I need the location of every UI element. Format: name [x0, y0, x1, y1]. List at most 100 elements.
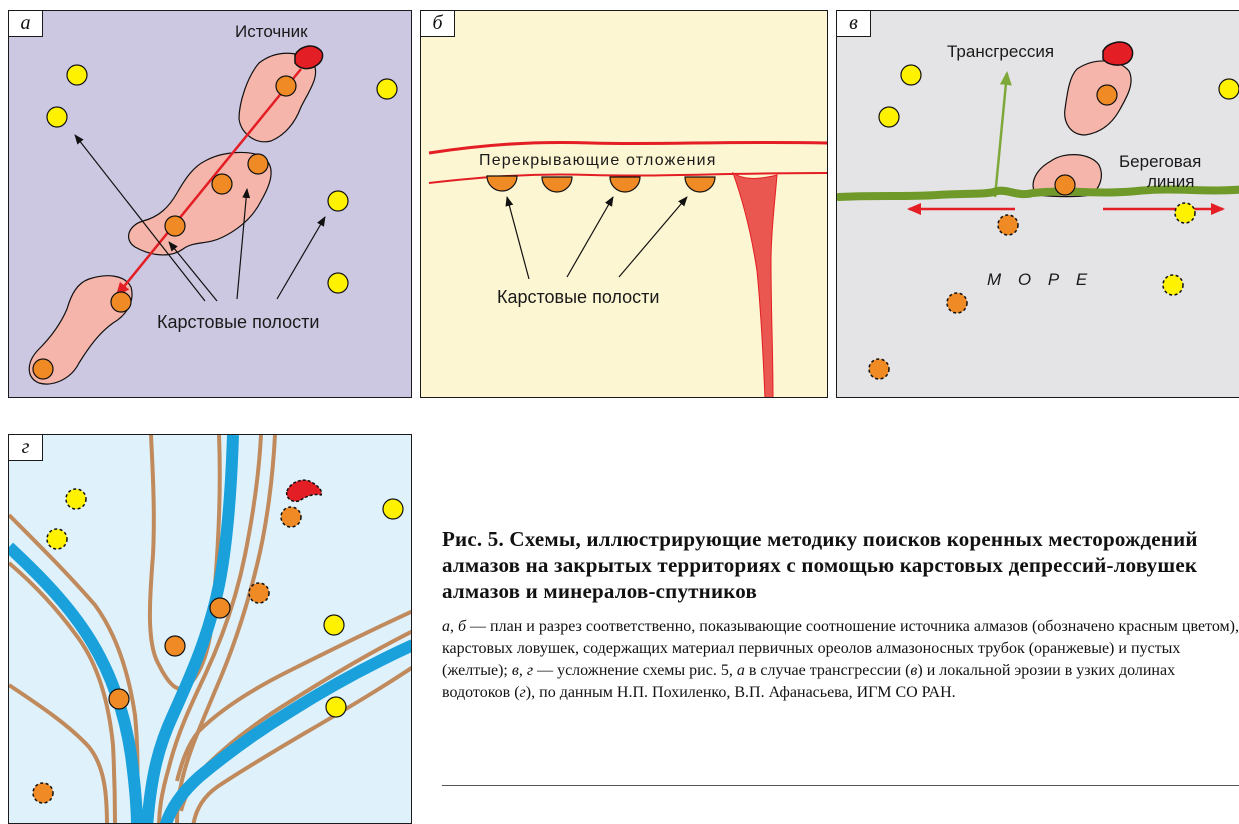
- valley-line: [157, 435, 263, 823]
- pointer-arrow: [566, 196, 614, 278]
- orange-dot: [164, 215, 186, 237]
- karst-cavity: [684, 176, 716, 193]
- transport-arrow: [115, 68, 302, 297]
- karst-cavity: [486, 175, 518, 192]
- river-channel: [9, 542, 143, 823]
- panel-b-tag: б: [421, 11, 455, 37]
- valley-line: [191, 665, 411, 823]
- caption-part: б: [458, 618, 467, 635]
- yellow-dot: [327, 190, 349, 212]
- orange-dot: [32, 358, 54, 380]
- caption-part: — план и разрез соответственно, показыва…: [442, 618, 1239, 679]
- karst-label: Карстовые полости: [497, 287, 659, 307]
- valley-line: [9, 561, 117, 823]
- reworked-orange-dot: [946, 292, 968, 314]
- caption-part: — усложнение схемы рис. 5,: [533, 662, 737, 679]
- panel-d: г: [8, 434, 412, 824]
- panel-b: б Перекрывающие отложения Карстовые поло…: [420, 10, 828, 398]
- pointer-arrow: [618, 196, 688, 278]
- caption-part: ,: [450, 618, 458, 635]
- panel-a-tag: а: [9, 11, 43, 37]
- reworked-orange-dot: [248, 582, 270, 604]
- caption-body: а, б — план и разрез соответственно, пок…: [442, 616, 1239, 704]
- reworked-yellow-dot: [1162, 274, 1184, 296]
- river-channel: [141, 435, 239, 823]
- panel-d-map: [9, 435, 411, 823]
- cover-top-line: [428, 140, 827, 155]
- pointer-arrow: [236, 188, 251, 300]
- orange-dot: [1054, 174, 1076, 196]
- karst-label: Карстовые полости: [157, 312, 319, 332]
- transgression-arrow: [993, 71, 1012, 198]
- reworked-yellow-dot: [1174, 202, 1196, 224]
- caption-part: ), по данным Н.П. Похиленко, В.П. Афанас…: [525, 684, 956, 701]
- yellow-dot: [376, 78, 398, 100]
- karst-cavity: [609, 176, 641, 193]
- kimberlite-pipe: [732, 171, 778, 397]
- cover-label: Перекрывающие отложения: [479, 152, 717, 169]
- orange-dot: [209, 597, 231, 619]
- pointer-arrow: [74, 134, 206, 302]
- reworked-orange-dot: [868, 358, 890, 380]
- source-body: [294, 45, 324, 70]
- caption-title: Рис. 5. Схемы, иллюстрирующие методику п…: [442, 527, 1198, 603]
- panel-a: а: [8, 10, 412, 398]
- caption-part: в: [511, 662, 519, 679]
- river-channel: [159, 639, 411, 823]
- caption-part: а: [442, 618, 450, 635]
- source-body: [1102, 41, 1134, 66]
- panel-c-tag: в: [837, 11, 871, 37]
- caption-part: ,: [518, 662, 527, 679]
- panel-b-section: Перекрывающие отложения Карстовые полост…: [428, 140, 827, 397]
- orange-dot: [110, 291, 132, 313]
- karst-body-middle: [127, 151, 272, 256]
- yellow-dot: [66, 64, 88, 86]
- yellow-dot: [323, 614, 345, 636]
- pointer-arrow: [168, 241, 218, 302]
- yellow-dot: [382, 498, 404, 520]
- panel-c: в: [836, 10, 1239, 398]
- reworked-orange-dot: [32, 782, 54, 804]
- caption-part: ) и локальной эрозии в узких долинах вод…: [442, 662, 1176, 701]
- karst-body-bottom: [28, 275, 133, 385]
- caption-divider: [442, 785, 1239, 786]
- caption-part: в случае трансгрессии (: [744, 662, 911, 679]
- yellow-dot: [327, 272, 349, 294]
- source-label: Источник: [235, 22, 308, 41]
- shore-label-1: Береговая: [1119, 152, 1201, 171]
- reworked-yellow-dot: [65, 488, 87, 510]
- transgression-label: Трансгрессия: [947, 42, 1054, 61]
- figure-caption: Рис. 5. Схемы, иллюстрирующие методику п…: [442, 526, 1239, 704]
- cover-bottom-line: [428, 172, 827, 184]
- caption-part: г: [519, 684, 526, 701]
- yellow-dot: [46, 106, 68, 128]
- yellow-dot: [878, 106, 900, 128]
- yellow-dot: [325, 696, 347, 718]
- caption-part: а: [736, 662, 745, 679]
- reworked-orange-dot: [997, 214, 1019, 236]
- valley-line: [147, 435, 222, 691]
- valley-line: [175, 609, 411, 782]
- orange-dot: [1096, 84, 1118, 106]
- orange-dot: [275, 75, 297, 97]
- caption-part: в: [910, 662, 918, 679]
- orange-dot: [211, 173, 233, 195]
- panel-d-tag: г: [9, 435, 43, 461]
- valley-line: [9, 683, 109, 823]
- caption-part: г: [526, 662, 534, 679]
- source-body-reworked: [285, 479, 323, 503]
- reworked-yellow-dot: [46, 528, 68, 550]
- reworked-orange-dot: [280, 506, 302, 528]
- yellow-dot: [1218, 78, 1239, 100]
- yellow-dot: [900, 64, 922, 86]
- panel-a-map: Источник Карстовые полости: [28, 22, 398, 385]
- shore-label-2: линия: [1147, 172, 1195, 191]
- orange-dot: [108, 688, 130, 710]
- panel-c-map: Трансгрессия Береговая линия М О Р Е: [837, 41, 1239, 380]
- karst-cavity: [541, 176, 573, 193]
- sea-label: М О Р Е: [987, 270, 1093, 289]
- orange-dot: [164, 635, 186, 657]
- pointer-arrow: [276, 216, 326, 300]
- orange-dot: [247, 153, 269, 175]
- pointer-arrow: [505, 196, 530, 280]
